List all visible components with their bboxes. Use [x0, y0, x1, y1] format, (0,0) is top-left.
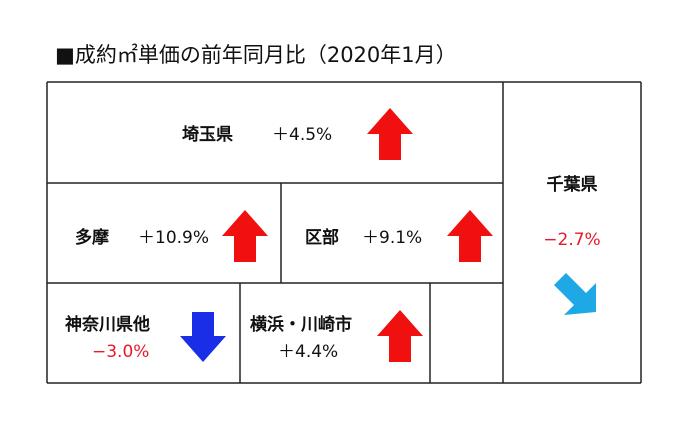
up-arrow: [377, 310, 423, 362]
region-name: 区部: [305, 227, 339, 248]
region-change: −2.7%: [543, 230, 600, 250]
region-change: ＋4.5%: [272, 125, 332, 145]
region-name: 千葉県: [547, 174, 598, 195]
up-arrow: [222, 210, 268, 262]
region-change: −3.0%: [92, 342, 149, 362]
down-arrow: [180, 312, 226, 362]
region-change: ＋4.4%: [278, 342, 338, 362]
region-name: 神奈川県他: [65, 314, 150, 335]
region-name: 多摩: [75, 227, 109, 248]
down-right-arrow: [554, 273, 596, 315]
region-name: 埼玉県: [182, 124, 233, 145]
title: ■成約㎡単価の前年同月比（2020年1月）: [55, 43, 457, 67]
region-change: ＋9.1%: [362, 228, 422, 248]
region-name: 横浜・川崎市: [250, 314, 352, 335]
region-change: ＋10.9%: [138, 228, 209, 248]
grid: [46, 81, 642, 384]
up-arrow: [447, 210, 493, 262]
up-arrow: [367, 108, 413, 160]
